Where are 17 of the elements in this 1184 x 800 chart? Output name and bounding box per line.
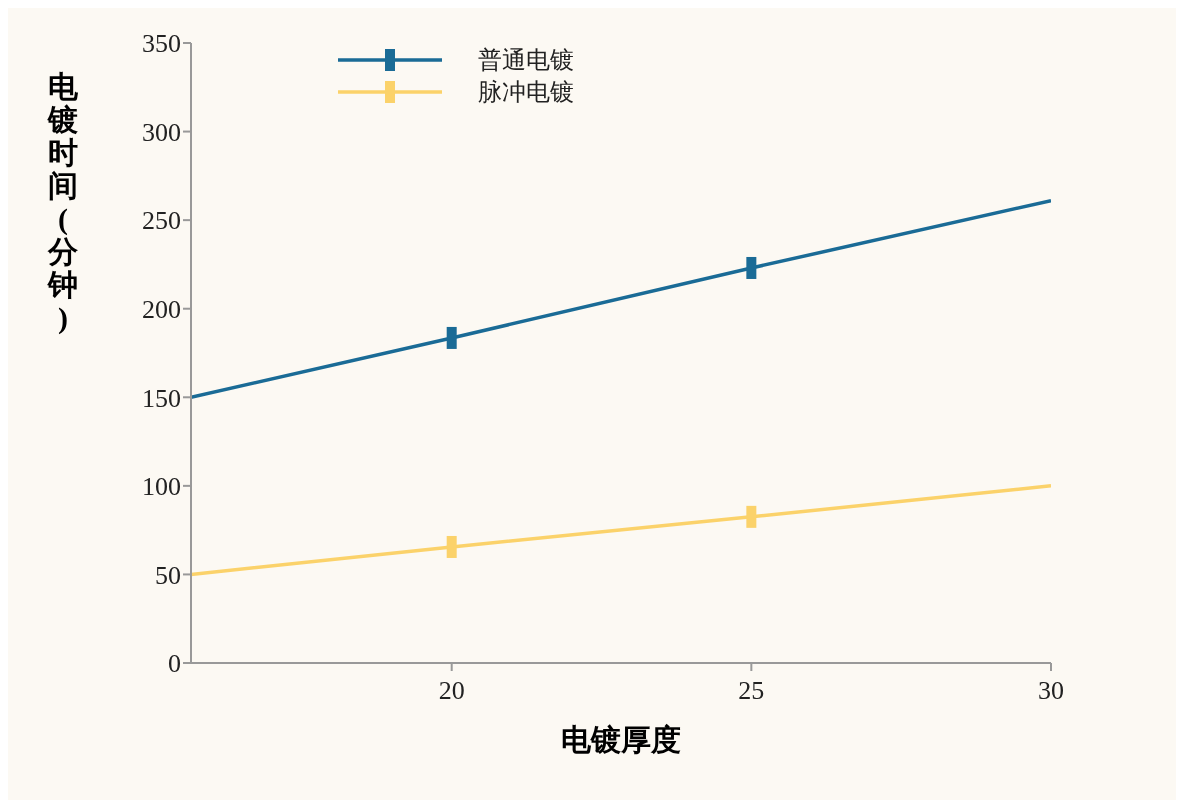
y-tick-label: 50 bbox=[155, 560, 181, 590]
line-series bbox=[191, 484, 1051, 577]
legend-label: 脉冲电镀 bbox=[478, 78, 574, 107]
x-axis-title: 电镀厚度 bbox=[560, 722, 682, 758]
y-tick-label: 350 bbox=[142, 29, 181, 59]
x-tick-label: 20 bbox=[438, 676, 465, 706]
x-tick-label: 30 bbox=[1038, 676, 1064, 706]
y-tick-label: 300 bbox=[142, 117, 181, 147]
y-tick-label: 250 bbox=[142, 206, 181, 236]
legend-label: 普通电镀 bbox=[478, 46, 574, 75]
x-tick-label: 25 bbox=[738, 676, 765, 706]
y-tick-label: 100 bbox=[142, 472, 181, 502]
y-axis-title: 电镀时间(分钟) bbox=[46, 70, 79, 334]
line-series bbox=[191, 198, 1051, 400]
y-tick-label: 200 bbox=[142, 294, 181, 324]
y-tick-label: 0 bbox=[168, 649, 181, 679]
y-tick-label: 150 bbox=[142, 383, 181, 413]
